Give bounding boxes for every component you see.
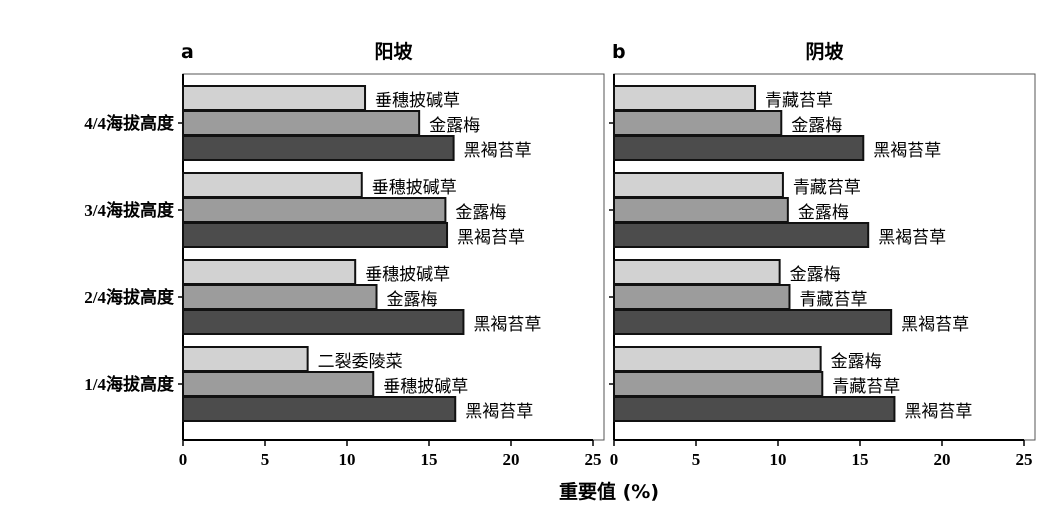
bar <box>182 172 363 198</box>
x-tick-label: 0 <box>610 450 619 469</box>
bar <box>182 85 367 111</box>
bar-label: 黑褐苔草 <box>465 402 533 422</box>
panel-letter: b <box>612 41 626 63</box>
bar-label: 金露梅 <box>791 116 842 136</box>
bar-label: 青藏苔草 <box>765 91 833 111</box>
bar <box>182 309 465 335</box>
x-tick-label: 25 <box>1016 450 1033 469</box>
x-tick-label: 10 <box>339 450 356 469</box>
x-tick-label: 15 <box>421 450 438 469</box>
bar-label: 黑褐苔草 <box>901 315 969 335</box>
x-tick-label: 25 <box>585 450 602 469</box>
x-axis-title: 重要值 (%) <box>559 480 659 503</box>
bar <box>613 309 893 335</box>
bar <box>613 110 783 136</box>
panel-letter: a <box>181 41 194 63</box>
bar-label: 黑褐苔草 <box>457 228 525 248</box>
bar <box>182 222 449 248</box>
bar <box>182 371 375 397</box>
bar-label: 黑褐苔草 <box>464 141 532 161</box>
x-tick-label: 15 <box>852 450 869 469</box>
bar-label: 黑褐苔草 <box>904 402 972 422</box>
bar-label: 青藏苔草 <box>793 178 861 198</box>
bar <box>182 346 309 372</box>
bar <box>613 371 824 397</box>
x-tick-label: 10 <box>770 450 787 469</box>
bar-label: 金露梅 <box>387 290 438 310</box>
bar-label: 青藏苔草 <box>799 290 867 310</box>
bar <box>613 85 757 111</box>
panel-title: 阴坡 <box>805 40 844 63</box>
bar <box>613 284 791 310</box>
y-tick-label: 2/4海拔高度 <box>84 287 175 307</box>
y-tick-label: 4/4海拔高度 <box>84 113 175 133</box>
bar-label: 垂穗披碱草 <box>375 91 460 111</box>
bar <box>182 259 357 285</box>
panel-title: 阳坡 <box>374 40 413 63</box>
bar-label: 金露梅 <box>455 203 506 223</box>
x-tick-label: 5 <box>261 450 270 469</box>
bar <box>182 135 455 161</box>
bar <box>182 110 421 136</box>
bar-label: 金露梅 <box>831 352 882 372</box>
bar-label: 金露梅 <box>798 203 849 223</box>
bar <box>613 396 896 422</box>
bar <box>613 259 781 285</box>
bar-label: 青藏苔草 <box>832 377 900 397</box>
bar-label: 黑褐苔草 <box>873 141 941 161</box>
y-tick-label: 3/4海拔高度 <box>84 200 175 220</box>
bar <box>182 396 457 422</box>
y-tick-label: 1/4海拔高度 <box>84 374 175 394</box>
x-tick-label: 5 <box>692 450 701 469</box>
bar-label: 二裂委陵菜 <box>318 352 403 372</box>
bar <box>182 197 447 223</box>
bar-label: 黑褐苔草 <box>473 315 541 335</box>
x-tick-label: 0 <box>179 450 188 469</box>
x-tick-label: 20 <box>934 450 951 469</box>
x-tick-label: 20 <box>503 450 520 469</box>
bar <box>613 172 784 198</box>
bar <box>613 346 822 372</box>
bar <box>182 284 378 310</box>
bar <box>613 222 870 248</box>
bar-label: 黑褐苔草 <box>878 228 946 248</box>
bar <box>613 197 789 223</box>
bar-label: 金露梅 <box>429 116 480 136</box>
bar-label: 垂穗披碱草 <box>372 178 457 198</box>
bar-label: 垂穗披碱草 <box>383 377 468 397</box>
bar <box>613 135 865 161</box>
bar-label: 垂穗披碱草 <box>365 265 450 285</box>
bar-label: 金露梅 <box>790 265 841 285</box>
